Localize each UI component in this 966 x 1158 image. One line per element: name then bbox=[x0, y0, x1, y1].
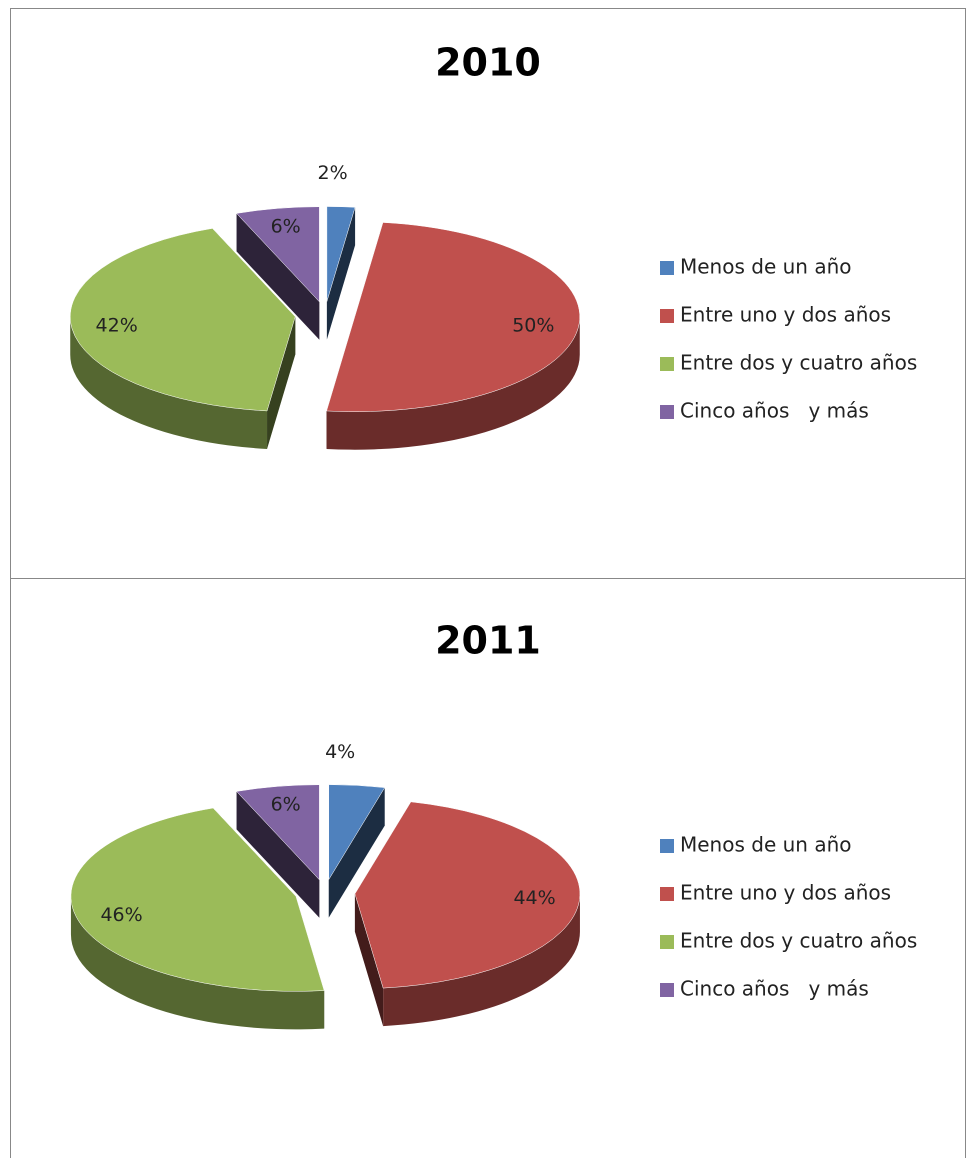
slice bbox=[236, 784, 320, 881]
data-label: 42% bbox=[96, 315, 138, 337]
slice bbox=[70, 807, 325, 992]
legend-label: Entre uno y dos años bbox=[680, 881, 891, 905]
slice bbox=[328, 784, 386, 881]
legend-swatch bbox=[660, 839, 674, 853]
legend-swatch bbox=[660, 887, 674, 901]
legend-swatch bbox=[660, 261, 674, 275]
data-label: 50% bbox=[512, 315, 554, 337]
data-label: 44% bbox=[513, 887, 555, 909]
slice-face bbox=[236, 791, 320, 918]
legend-swatch bbox=[660, 935, 674, 949]
slice bbox=[354, 801, 581, 989]
data-label: 6% bbox=[271, 216, 301, 238]
slice-face bbox=[267, 316, 296, 449]
slice-side bbox=[70, 896, 325, 1030]
slice bbox=[236, 206, 320, 303]
data-label: 46% bbox=[100, 904, 142, 926]
slice bbox=[326, 206, 356, 302]
slice bbox=[70, 228, 296, 412]
legend-label: Cinco años y más bbox=[680, 977, 869, 1001]
slice bbox=[326, 222, 580, 412]
chart-title: 2011 bbox=[435, 619, 541, 663]
slice-side bbox=[70, 316, 268, 449]
slice-face bbox=[354, 893, 384, 1027]
legend-swatch bbox=[660, 309, 674, 323]
legend-label: Entre dos y cuatro años bbox=[680, 929, 917, 953]
slice-side bbox=[383, 893, 580, 1027]
chart-title: 2010 bbox=[435, 41, 541, 85]
data-label: 2% bbox=[318, 162, 348, 184]
legend-label: Cinco años y más bbox=[680, 399, 869, 423]
legend-label: Entre uno y dos años bbox=[680, 303, 891, 327]
slice-face bbox=[326, 207, 356, 340]
data-label: 4% bbox=[325, 741, 355, 763]
slice-face bbox=[236, 213, 320, 340]
legend-swatch bbox=[660, 357, 674, 371]
legend-label: Entre dos y cuatro años bbox=[680, 351, 917, 375]
legend-label: Menos de un año bbox=[680, 255, 851, 279]
legend-label: Menos de un año bbox=[680, 833, 851, 857]
legend-swatch bbox=[660, 983, 674, 997]
slice-side bbox=[326, 316, 580, 450]
legend-swatch bbox=[660, 405, 674, 419]
slice-face bbox=[328, 787, 385, 918]
data-label: 6% bbox=[271, 794, 301, 816]
